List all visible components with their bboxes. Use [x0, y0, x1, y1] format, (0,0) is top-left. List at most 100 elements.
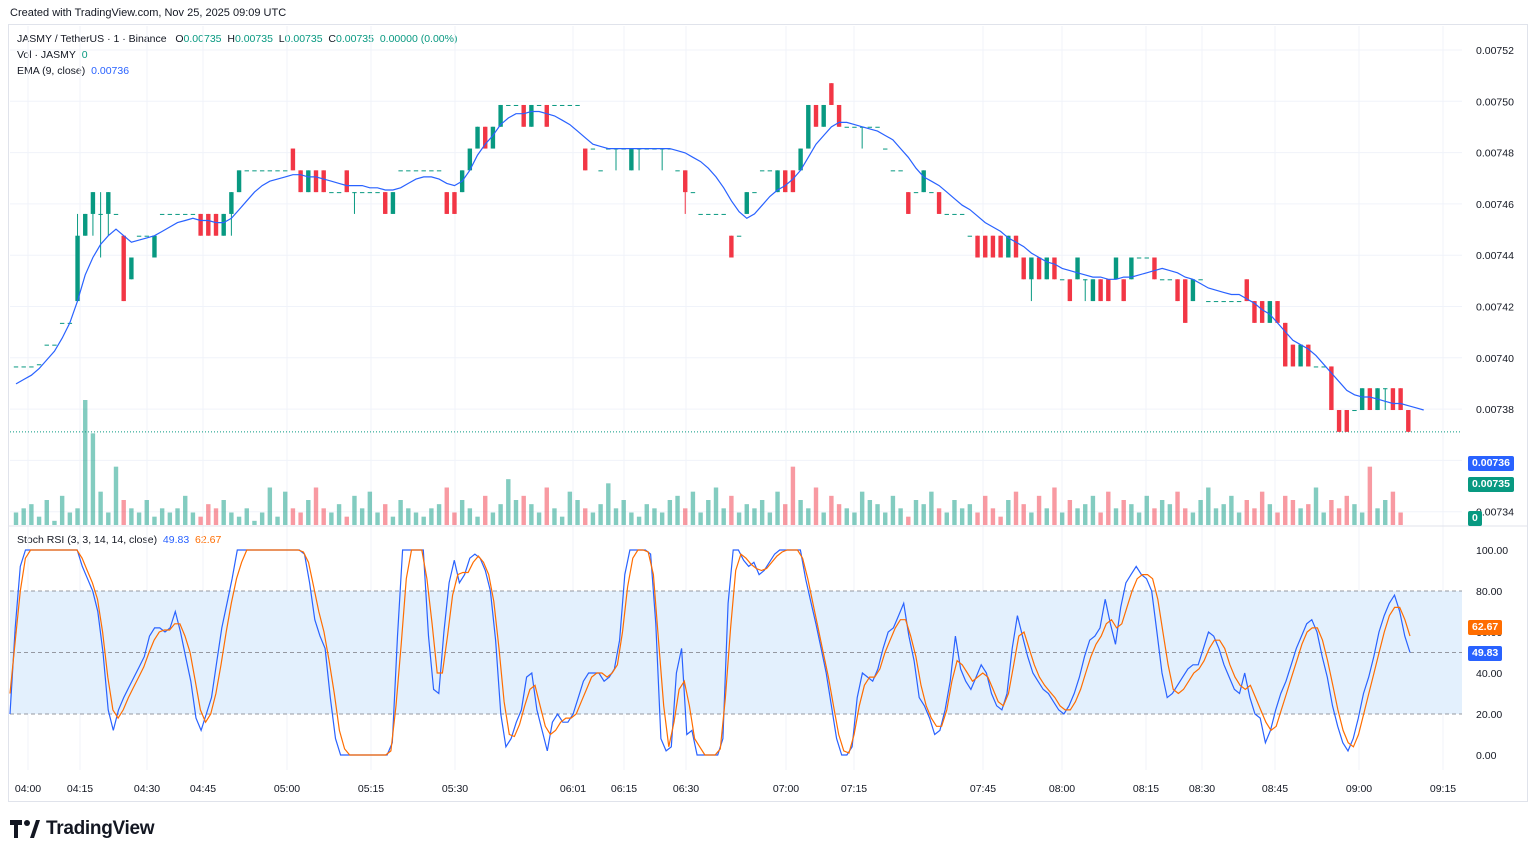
candle-body [698, 213, 703, 215]
volume-label[interactable]: Vol · JASMY [17, 49, 76, 61]
candle-body [75, 235, 80, 302]
volume-bar [298, 512, 303, 525]
candle-body [252, 170, 257, 172]
symbol-title[interactable]: JASMY / TetherUS · 1 · Binance [17, 33, 167, 45]
candle-body [1383, 388, 1388, 390]
volume-bar [744, 504, 749, 525]
volume-bar [1221, 504, 1226, 525]
volume-bar [459, 500, 465, 525]
volume-bar [1059, 512, 1065, 525]
candle-body [444, 192, 449, 214]
volume-bar [1075, 508, 1080, 525]
tradingview-logo[interactable]: TradingView [10, 818, 155, 840]
candle-body [921, 170, 926, 193]
candle-body [152, 235, 157, 258]
candle-body [1298, 344, 1303, 367]
volume-bar [844, 508, 849, 525]
candle-body [1067, 279, 1073, 302]
volume-bar [421, 516, 426, 525]
candle-body [790, 170, 796, 193]
candle-body [1344, 410, 1349, 432]
volume-bar [313, 487, 319, 525]
time-tick-label: 08:45 [1262, 783, 1288, 795]
candle-body [821, 104, 826, 127]
volume-bar [1206, 487, 1211, 525]
candle-body [783, 170, 788, 193]
price-tick-label: 0.00738 [1476, 404, 1514, 416]
candle-body [575, 104, 580, 106]
time-tick-label: 06:30 [673, 783, 699, 795]
volume-bar [1329, 500, 1334, 525]
volume-bar [775, 491, 780, 525]
candle-body [1352, 410, 1357, 412]
candle-body [1206, 301, 1211, 303]
candle-body [1106, 279, 1111, 302]
tradingview-logo-icon [10, 820, 40, 838]
stoch-legend: Stoch RSI (3, 3, 14, 14, close) 49.83 62… [17, 534, 221, 546]
candle-body [1129, 257, 1134, 280]
time-tick-label: 06:15 [611, 783, 637, 795]
candle-body [506, 104, 511, 106]
price-tick-label: 0.00734 [1476, 507, 1514, 519]
candle-body [552, 104, 557, 106]
volume-bar [106, 512, 111, 525]
volume-bar [1283, 495, 1288, 525]
candle-body [167, 213, 173, 215]
volume-bar [1067, 500, 1073, 525]
candle-body [890, 170, 896, 172]
volume-bar [152, 516, 157, 525]
volume-bar [1375, 508, 1380, 525]
volume-bar [490, 512, 496, 525]
candle-body [590, 148, 596, 150]
volume-bar [267, 487, 273, 525]
candle-body [475, 126, 480, 149]
candle-body [98, 213, 103, 215]
stoch-label[interactable]: Stoch RSI (3, 3, 14, 14, close) [17, 534, 158, 546]
volume-bar [636, 516, 642, 525]
candle-body [413, 170, 419, 172]
candle-body [21, 366, 26, 368]
volume-bar [290, 508, 296, 525]
volume-bar [721, 508, 726, 525]
volume-bar [1144, 495, 1149, 525]
candle-body [1190, 279, 1196, 302]
candle-body [83, 213, 88, 236]
ema-label[interactable]: EMA (9, close) [17, 65, 86, 77]
candle-body [1406, 410, 1411, 432]
volume-bar [529, 504, 534, 525]
volume-bar [229, 512, 234, 525]
volume-bar [90, 433, 96, 525]
candle-body [321, 170, 326, 193]
candle-body [713, 213, 719, 215]
volume-bar [1306, 504, 1311, 525]
volume-bar [552, 508, 557, 525]
price-tick-label: 0.00748 [1476, 148, 1514, 160]
volume-bar [352, 495, 357, 525]
open-label: O [175, 33, 184, 45]
volume-bar [252, 520, 257, 525]
volume-bar [467, 508, 473, 525]
candle-body [1236, 301, 1242, 303]
volume-bar [406, 508, 411, 525]
volume-bar [1029, 512, 1034, 525]
volume-bar [575, 500, 580, 525]
volume-bar [1313, 487, 1319, 525]
candle-body [1144, 257, 1149, 259]
time-tick-label: 08:00 [1049, 783, 1075, 795]
candle-body [998, 235, 1003, 258]
volume-bar [713, 487, 719, 525]
volume-bar [29, 504, 34, 525]
candle-body [290, 148, 296, 171]
candle-body [1290, 344, 1296, 367]
candle-body [213, 213, 219, 236]
candle-body [1075, 257, 1080, 280]
candle-body [675, 170, 680, 172]
candle-body [559, 104, 565, 106]
volume-bar [498, 504, 503, 525]
candle-body [1390, 388, 1396, 411]
volume-bar [1298, 508, 1303, 525]
low-label: L [278, 33, 285, 45]
volume-bar [213, 508, 219, 525]
volume-bar [1136, 512, 1142, 525]
